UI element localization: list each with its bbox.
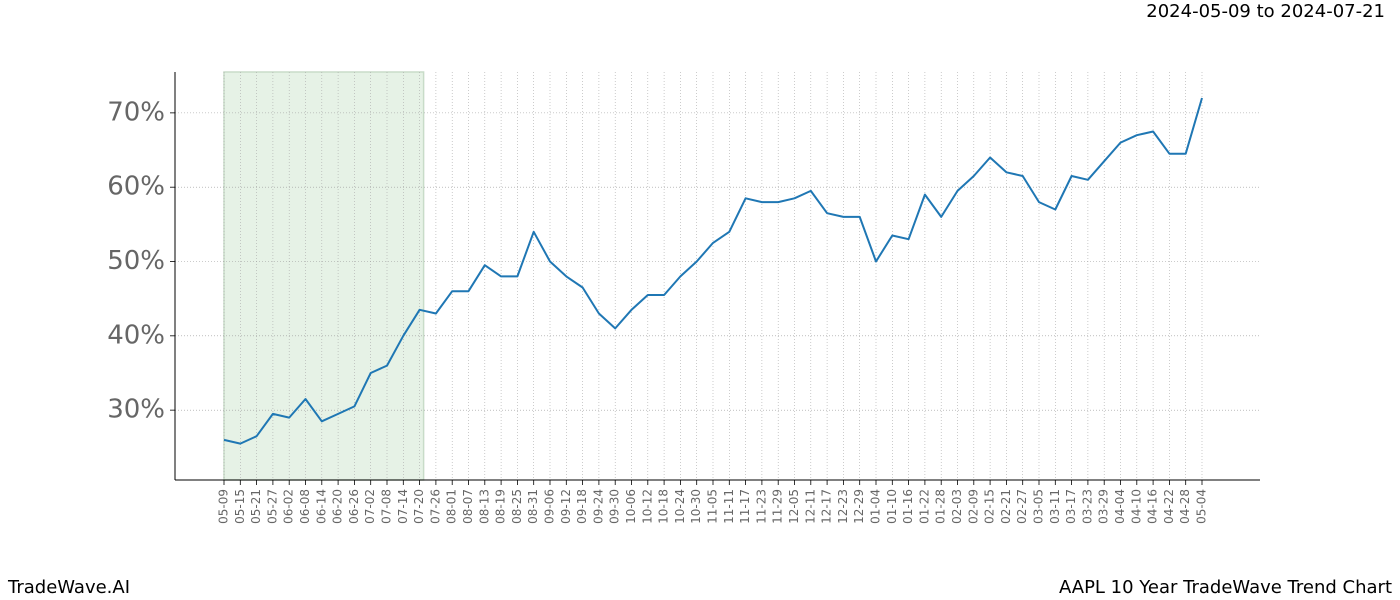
x-tick-label: 09-06	[543, 489, 557, 524]
y-tick-label: 40%	[107, 320, 165, 350]
x-tick-label: 03-29	[1097, 489, 1111, 524]
x-tick-label: 08-25	[510, 489, 524, 524]
x-tick-label: 07-08	[380, 489, 394, 524]
y-tick-label: 70%	[107, 97, 165, 127]
x-tick-label: 09-12	[559, 489, 573, 524]
y-tick-label: 30%	[107, 395, 165, 425]
x-tick-label: 11-11	[722, 489, 736, 524]
x-tick-label: 02-27	[1015, 489, 1029, 524]
x-tick-label: 10-24	[673, 489, 687, 524]
x-tick-label: 04-04	[1113, 489, 1127, 524]
x-tick-label: 03-11	[1048, 489, 1062, 524]
x-tick-label: 01-16	[901, 489, 915, 524]
x-tick-label: 07-14	[396, 489, 410, 524]
brand: TradeWave.AI	[7, 577, 130, 598]
chart-title: AAPL 10 Year TradeWave Trend Chart	[1059, 577, 1392, 598]
x-tick-label: 08-19	[494, 489, 508, 524]
x-tick-label: 02-09	[966, 489, 980, 524]
x-tick-label: 07-02	[363, 489, 377, 524]
x-tick-label: 04-16	[1146, 489, 1160, 524]
x-tick-label: 06-20	[331, 489, 345, 524]
x-tick-label: 08-07	[461, 489, 475, 524]
x-tick-label: 05-15	[233, 489, 247, 524]
x-tick-label: 06-08	[298, 489, 312, 524]
x-tick-label: 11-23	[754, 489, 768, 524]
x-tick-label: 02-15	[983, 489, 997, 524]
x-tick-label: 12-11	[803, 489, 817, 524]
x-tick-label: 03-23	[1080, 489, 1094, 524]
x-tick-label: 10-12	[640, 489, 654, 524]
y-tick-label: 50%	[107, 246, 165, 276]
highlight-band	[223, 71, 425, 481]
x-tick-label: 08-13	[477, 489, 491, 524]
x-tick-label: 12-29	[852, 489, 866, 524]
x-tick-label: 05-09	[217, 489, 231, 524]
trend-line	[223, 97, 1203, 445]
x-tick-label: 05-27	[265, 489, 279, 524]
x-tick-label: 11-17	[738, 489, 752, 524]
x-tick-label: 09-30	[608, 489, 622, 524]
x-tick-label: 02-03	[950, 489, 964, 524]
x-tick-label: 10-06	[624, 489, 638, 524]
x-tick-label: 01-10	[885, 489, 899, 524]
x-tick-label: 06-02	[282, 489, 296, 524]
x-tick-label: 12-23	[836, 489, 850, 524]
y-tick-label: 60%	[107, 172, 165, 202]
x-tick-label: 07-20	[412, 489, 426, 524]
x-tick-label: 11-05	[706, 489, 720, 524]
x-tick-label: 04-22	[1162, 489, 1176, 524]
x-tick-label: 06-14	[314, 489, 328, 524]
x-tick-label: 05-04	[1195, 489, 1209, 524]
x-tick-label: 08-01	[445, 489, 459, 524]
x-tick-label: 05-21	[249, 489, 263, 524]
x-tick-label: 01-28	[934, 489, 948, 524]
x-tick-label: 04-28	[1178, 489, 1192, 524]
x-tick-label: 03-05	[1032, 489, 1046, 524]
x-tick-label: 03-17	[1064, 489, 1078, 524]
x-tick-label: 11-29	[771, 489, 785, 524]
date-range: 2024-05-09 to 2024-07-21	[1146, 1, 1385, 22]
x-tick-label: 01-04	[869, 489, 883, 524]
x-tick-label: 01-22	[917, 489, 931, 524]
x-tick-label: 09-24	[591, 489, 605, 524]
x-tick-label: 04-10	[1129, 489, 1143, 524]
x-tick-label: 06-26	[347, 489, 361, 524]
x-tick-label: 02-21	[999, 489, 1013, 524]
x-tick-label: 08-31	[526, 489, 540, 524]
x-tick-label: 12-05	[787, 489, 801, 524]
x-tick-label: 09-18	[575, 489, 589, 524]
x-tick-label: 07-26	[428, 489, 442, 524]
x-tick-label: 12-17	[820, 489, 834, 524]
x-tick-label: 10-30	[689, 489, 703, 524]
x-tick-label: 10-18	[657, 489, 671, 524]
